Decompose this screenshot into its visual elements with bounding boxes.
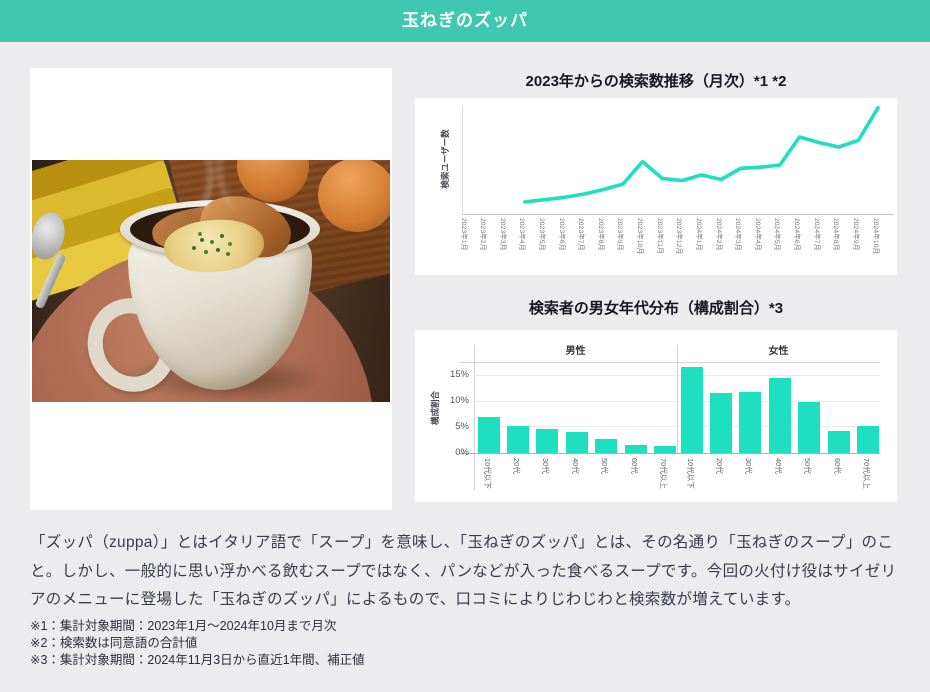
- search-trend-line: [523, 105, 880, 204]
- line-xtick-label: 2024年2月: [714, 218, 722, 251]
- group-label-male: 男性: [565, 346, 586, 357]
- y-axis-line: [474, 345, 475, 490]
- line-chart-title: 2023年からの検索数推移（月次）*1 *2: [525, 73, 787, 90]
- header-bar: 玉ねぎのズッパ: [0, 0, 930, 42]
- line-xtick-label: 2023年11月: [655, 218, 663, 254]
- gender-divider-line: [677, 345, 678, 453]
- bar-xtick-label: 10代以下: [685, 458, 695, 489]
- bar-男性-40代: [565, 432, 588, 453]
- line-xtick-label: 2023年7月: [577, 218, 585, 251]
- line-xtick-label: 2023年1月: [459, 218, 467, 251]
- group-label-female: 女性: [768, 346, 789, 357]
- bar-男性-70代以上: [653, 445, 676, 453]
- bar-xtick-label: 60代: [629, 458, 639, 474]
- line-xtick-label: 2023年8月: [596, 218, 604, 251]
- line-xtick-label: 2024年3月: [734, 218, 742, 251]
- line-xtick-label: 2023年6月: [557, 218, 565, 251]
- bar-xtick-label: 50代: [803, 458, 813, 474]
- bar-xtick-label: 40代: [773, 458, 783, 474]
- line-xtick-label: 2024年4月: [753, 218, 761, 251]
- onion: [318, 160, 390, 232]
- line-plot-area: [462, 105, 894, 215]
- bar-男性-30代: [536, 429, 559, 453]
- bar-chart-title: 検索者の男女年代分布（構成割合）*3: [528, 300, 784, 317]
- bar-女性-50代: [798, 401, 821, 453]
- line-xtick-label: 2024年8月: [832, 218, 840, 251]
- bar-男性-50代: [595, 439, 618, 453]
- bar-xtick-label: 70代以上: [861, 458, 871, 489]
- bar-xtick-label: 70代以上: [658, 458, 668, 489]
- gender-header-band: 男性 女性: [474, 345, 880, 362]
- line-xtick-label: 2023年4月: [518, 218, 526, 251]
- band-divider-line: [459, 362, 880, 363]
- gridline: [474, 426, 880, 428]
- bar-ytick-label: 0%: [455, 446, 469, 458]
- line-xtick-label: 2024年6月: [793, 218, 801, 251]
- line-xtick-label: 2023年5月: [537, 218, 545, 251]
- line-xtick-label: 2024年1月: [694, 218, 702, 251]
- bar-女性-10代以下: [680, 367, 703, 453]
- bar-女性-20代: [709, 392, 732, 453]
- line-xtick-label: 2024年9月: [851, 218, 859, 251]
- bar-男性-60代: [624, 444, 647, 453]
- footnotes: ※1：集計対象期間：2023年1月〜2024年10月まで月次 ※2：検索数は同意…: [30, 618, 365, 669]
- bar-xtick-label: 30代: [744, 458, 754, 474]
- footnote-3: ※3：集計対象期間：2024年11月3日から直近1年間、補正値: [30, 653, 365, 667]
- line-xtick-label: 2023年10月: [636, 218, 644, 255]
- parsley-flecks: [200, 238, 204, 242]
- bar-chart: 構成割合 男性 女性 0% 5% 10% 15% 10代以下 20代 30代 40代 50代 6…: [415, 330, 897, 502]
- bar-plot-area: [474, 345, 880, 453]
- gridline: [474, 400, 880, 402]
- x-axis-line: [459, 453, 880, 454]
- bar-xtick-label: 30代: [541, 458, 551, 474]
- bar-xtick-label: 50代: [600, 458, 610, 474]
- bar-女性-60代: [827, 430, 850, 453]
- bar-女性-30代: [739, 391, 762, 453]
- line-xtick-label: 2023年9月: [616, 218, 624, 251]
- footnote-1: ※1：集計対象期間：2023年1月〜2024年10月まで月次: [30, 619, 337, 633]
- bar-xtick-label: 20代: [511, 458, 521, 474]
- bar-男性-10代以下: [477, 417, 500, 453]
- bar-ytick-label: 5%: [455, 420, 469, 432]
- description-paragraph: 「ズッパ（zuppa）」とはイタリア語で「スープ」を意味し、「玉ねぎのズッパ」と…: [30, 534, 897, 608]
- line-xtick-label: 2023年2月: [479, 218, 487, 251]
- line-xtick-label: 2024年5月: [773, 218, 781, 251]
- bar-xtick-label: 10代以下: [482, 458, 492, 489]
- line-y-axis-label: 検索ユーザー数: [440, 129, 450, 189]
- line-xtick-label: 2023年12月: [675, 218, 683, 255]
- gridline: [474, 374, 880, 376]
- line-xtick-label: 2023年3月: [498, 218, 506, 251]
- bar-女性-70代以上: [856, 425, 879, 453]
- line-xtick-label: 2024年10月: [871, 218, 879, 255]
- bar-xtick-label: 40代: [570, 458, 580, 474]
- line-chart: 検索ユーザー数 2023年1月 2023年2月 2023年3月 2023年4月 2023…: [415, 98, 897, 275]
- bar-xtick-label: 60代: [832, 458, 842, 474]
- footnote-2: ※2：検索数は同意語の合計値: [30, 636, 198, 650]
- bar-男性-20代: [506, 426, 529, 453]
- bar-ytick-label: 15%: [449, 369, 469, 381]
- bar-女性-40代: [768, 378, 791, 453]
- bar-ytick-label: 10%: [449, 395, 469, 407]
- photo-card: [30, 68, 392, 510]
- onion-soup-photo: [32, 160, 390, 402]
- line-xtick-label: 2024年7月: [812, 218, 820, 251]
- page-title: 玉ねぎのズッパ: [402, 11, 528, 30]
- bar-xtick-label: 20代: [714, 458, 724, 474]
